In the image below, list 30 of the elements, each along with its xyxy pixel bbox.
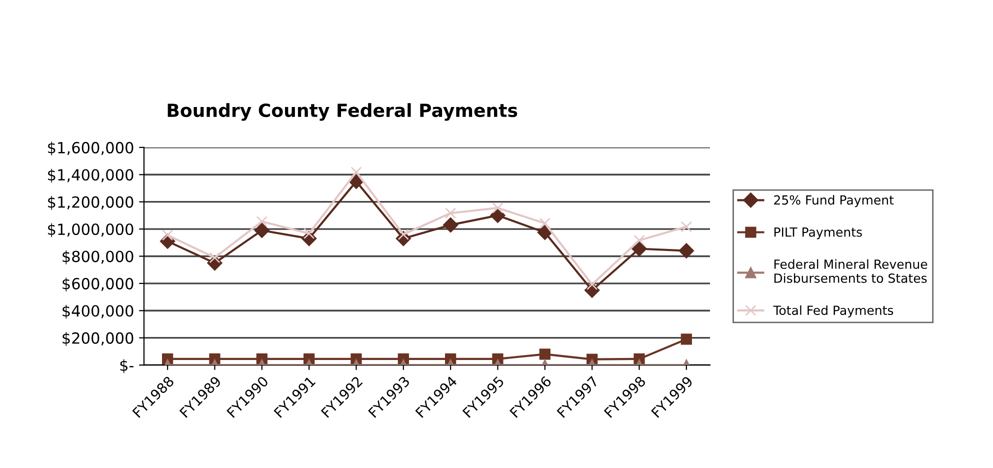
point [678, 243, 694, 258]
y-tick-label: $800,000 [62, 250, 134, 264]
legend-label: Total Fed Payments [773, 305, 894, 318]
y-tick-label: $400,000 [62, 304, 134, 319]
point [492, 202, 504, 214]
y-tick-label: $1,200,000 [48, 196, 134, 210]
point [680, 334, 692, 345]
point [256, 216, 268, 228]
point [537, 224, 552, 240]
y-tick-label: $1,600,000 [48, 142, 134, 156]
legend-label: Federal Mineral Revenue Disbursements to States [774, 259, 928, 283]
y-tick-label: $200,000 [62, 332, 134, 346]
point [254, 222, 270, 238]
y-tick-label: $1,000,000 [48, 223, 134, 238]
point [634, 234, 645, 246]
y-tick-label: $1,400,000 [48, 168, 134, 183]
y-tick-label: $- [120, 359, 134, 374]
legend-label: 25% Fund Payment [774, 195, 894, 208]
point [490, 208, 506, 223]
y-tick-label: $600,000 [62, 278, 134, 292]
point [632, 241, 647, 256]
point [539, 218, 550, 229]
point [539, 348, 550, 360]
legend-label: PILT Payments [774, 228, 862, 240]
chart-title: Boundry County Federal Payments [168, 103, 518, 121]
point [680, 221, 692, 232]
point [350, 166, 362, 178]
point [445, 208, 456, 219]
point [443, 217, 458, 233]
point [162, 230, 174, 241]
